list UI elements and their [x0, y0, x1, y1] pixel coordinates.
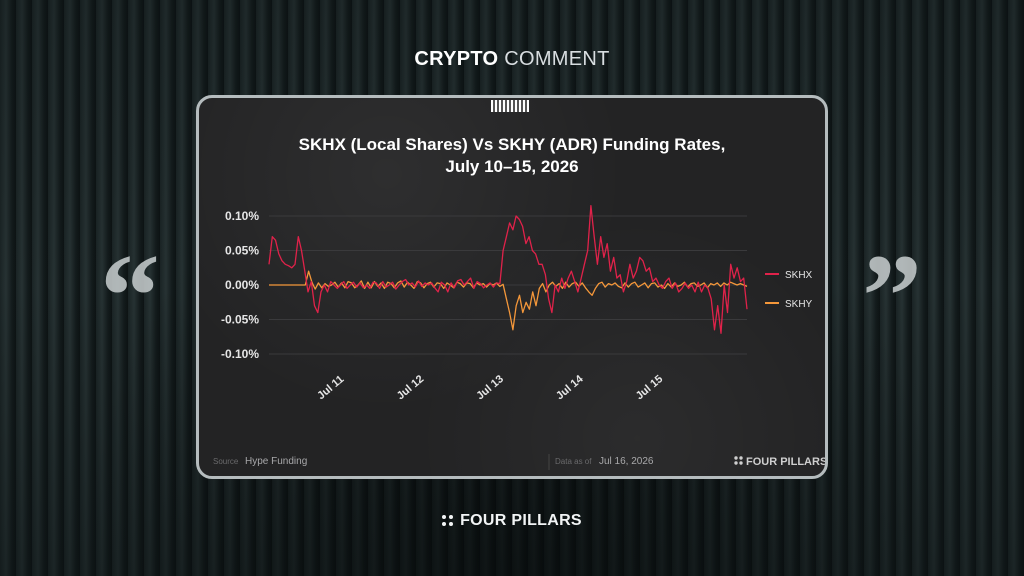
header-word-comment: COMMENT [504, 48, 610, 70]
x-tick-label: Jul 13 [474, 373, 506, 402]
x-tick-label: Jul 14 [554, 373, 586, 403]
chart-card: SKHX (Local Shares) Vs SKHY (ADR) Fundin… [196, 95, 828, 479]
x-tick-label: Jul 11 [315, 373, 346, 402]
legend-label-skhy: SKHY [785, 299, 813, 310]
date-label: Data as of [555, 457, 592, 466]
source-label: Source [213, 457, 239, 466]
card-top-mark [491, 100, 529, 112]
date-value: Jul 16, 2026 [599, 456, 654, 467]
footer-brand-text: FOUR PILLARS [460, 512, 582, 529]
four-pillars-logo-icon [442, 514, 454, 526]
series-line-skhx [268, 205, 748, 334]
source-value: Hype Funding [245, 456, 307, 467]
y-tick-label: 0.00% [225, 278, 259, 292]
header-word-crypto: CRYPTO [414, 48, 499, 70]
x-tick-label: Jul 15 [634, 373, 666, 402]
funding-rate-chart: SKHX (Local Shares) Vs SKHY (ADR) Fundin… [213, 135, 825, 470]
y-tick-label: 0.05% [225, 244, 259, 258]
chart-subtitle: July 10–15, 2026 [445, 157, 578, 176]
series-line-skhy [269, 270, 748, 331]
close-quote-mark: ” [862, 229, 922, 362]
footer-brand: FOUR PILLARS [0, 512, 1024, 530]
card-brand-logo-icon [734, 456, 743, 465]
chart-title: SKHX (Local Shares) Vs SKHY (ADR) Fundin… [299, 135, 726, 154]
legend-label-skhx: SKHX [785, 270, 813, 281]
page-header: CRYPTO COMMENT [0, 48, 1024, 71]
y-tick-label: 0.10% [225, 209, 259, 223]
card-brand: FOUR PILLARS [746, 456, 825, 468]
y-tick-label: -0.05% [221, 313, 259, 327]
open-quote-mark: “ [100, 229, 160, 362]
x-tick-label: Jul 12 [395, 373, 427, 402]
y-tick-label: -0.10% [221, 347, 259, 361]
